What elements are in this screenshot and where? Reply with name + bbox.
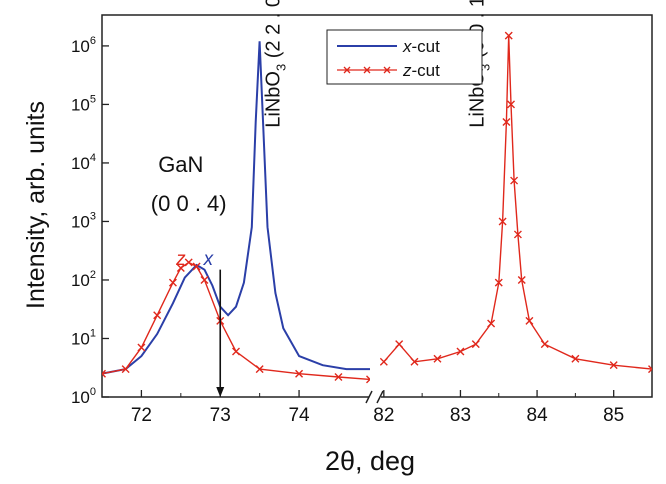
axis-ticks: 72 73 74 82 83 84 85 100 101 102 103 104 105 106 bbox=[71, 35, 624, 426]
z-cut-marker bbox=[102, 369, 106, 378]
gan-label: GaN bbox=[158, 152, 203, 177]
x-axis-label: 2θ, deg bbox=[325, 446, 415, 476]
y-axis-label: Intensity, arb. units bbox=[22, 101, 50, 309]
z-cut-marker bbox=[168, 278, 177, 287]
z-cut-line bbox=[102, 261, 370, 381]
z-cut-marker bbox=[513, 230, 522, 239]
z-cut-marker bbox=[494, 278, 503, 287]
legend: x-cut z-cut bbox=[326, 29, 483, 85]
gan-arrow-head bbox=[216, 387, 225, 397]
legend-marker bbox=[343, 66, 351, 74]
z-cut-marker bbox=[410, 357, 419, 366]
z-cut-marker bbox=[498, 217, 507, 226]
plot-frame bbox=[101, 14, 653, 404]
axis-break-mark bbox=[365, 390, 373, 404]
gan-label: (0 0 . 4) bbox=[151, 191, 227, 216]
z-cut-marker bbox=[184, 258, 193, 267]
x-tick-label: 74 bbox=[288, 405, 310, 426]
x-tick-label: 85 bbox=[603, 405, 624, 426]
z-cut-marker bbox=[525, 316, 534, 325]
y-tick-label: 106 bbox=[71, 35, 96, 56]
axis-break-mark bbox=[376, 390, 384, 404]
peak-series-label: z bbox=[175, 249, 186, 270]
z-cut-marker bbox=[456, 347, 465, 356]
x-tick-label: 84 bbox=[527, 405, 549, 426]
z-cut-marker bbox=[510, 176, 519, 185]
z-cut-marker bbox=[153, 311, 162, 320]
legend-label: x-cut bbox=[402, 37, 440, 56]
z-cut-marker bbox=[433, 354, 442, 363]
z-cut-marker bbox=[648, 365, 652, 374]
z-cut-marker bbox=[334, 372, 343, 381]
z-cut-marker bbox=[200, 275, 209, 284]
z-cut-marker bbox=[517, 275, 526, 284]
z-cut-marker bbox=[121, 365, 130, 374]
legend-marker bbox=[363, 66, 371, 74]
y-tick-label: 105 bbox=[71, 93, 96, 114]
z-cut-marker bbox=[540, 340, 549, 349]
z-cut-marker bbox=[255, 365, 264, 374]
z-cut-marker bbox=[176, 264, 185, 273]
z-cut-marker bbox=[507, 100, 516, 109]
legend-marker bbox=[383, 66, 391, 74]
peak-series-label: x bbox=[203, 249, 215, 270]
z-cut-marker bbox=[232, 347, 240, 356]
z-cut-marker bbox=[502, 118, 511, 127]
z-cut-marker bbox=[571, 354, 580, 363]
y-tick-label: 103 bbox=[71, 210, 96, 231]
z-cut-marker bbox=[192, 262, 201, 271]
z-cut-marker bbox=[137, 343, 146, 352]
z-cut-marker bbox=[471, 340, 480, 349]
peak-label: LiNbO3 (2 2 . 0) bbox=[262, 0, 288, 128]
series-layer bbox=[102, 31, 652, 384]
z-cut-marker bbox=[395, 340, 404, 349]
z-cut-marker bbox=[487, 319, 496, 328]
x-tick-label: 83 bbox=[450, 405, 471, 426]
legend-box bbox=[326, 29, 483, 85]
x-tick-label: 73 bbox=[210, 405, 231, 426]
x-tick-label: 72 bbox=[131, 405, 152, 426]
z-cut-marker bbox=[609, 361, 618, 370]
legend-label: z-cut bbox=[402, 61, 440, 80]
z-cut-marker bbox=[380, 357, 388, 366]
z-cut-marker bbox=[295, 369, 304, 378]
y-tick-label: 101 bbox=[71, 327, 96, 348]
x-cut-line bbox=[102, 41, 370, 375]
z-cut-line bbox=[383, 35, 652, 370]
y-tick-label: 102 bbox=[71, 269, 96, 290]
y-tick-label: 100 bbox=[71, 386, 96, 407]
y-tick-label: 104 bbox=[71, 152, 96, 173]
x-tick-label: 82 bbox=[373, 405, 394, 426]
z-cut-marker bbox=[504, 31, 513, 40]
z-cut-marker bbox=[366, 375, 370, 384]
